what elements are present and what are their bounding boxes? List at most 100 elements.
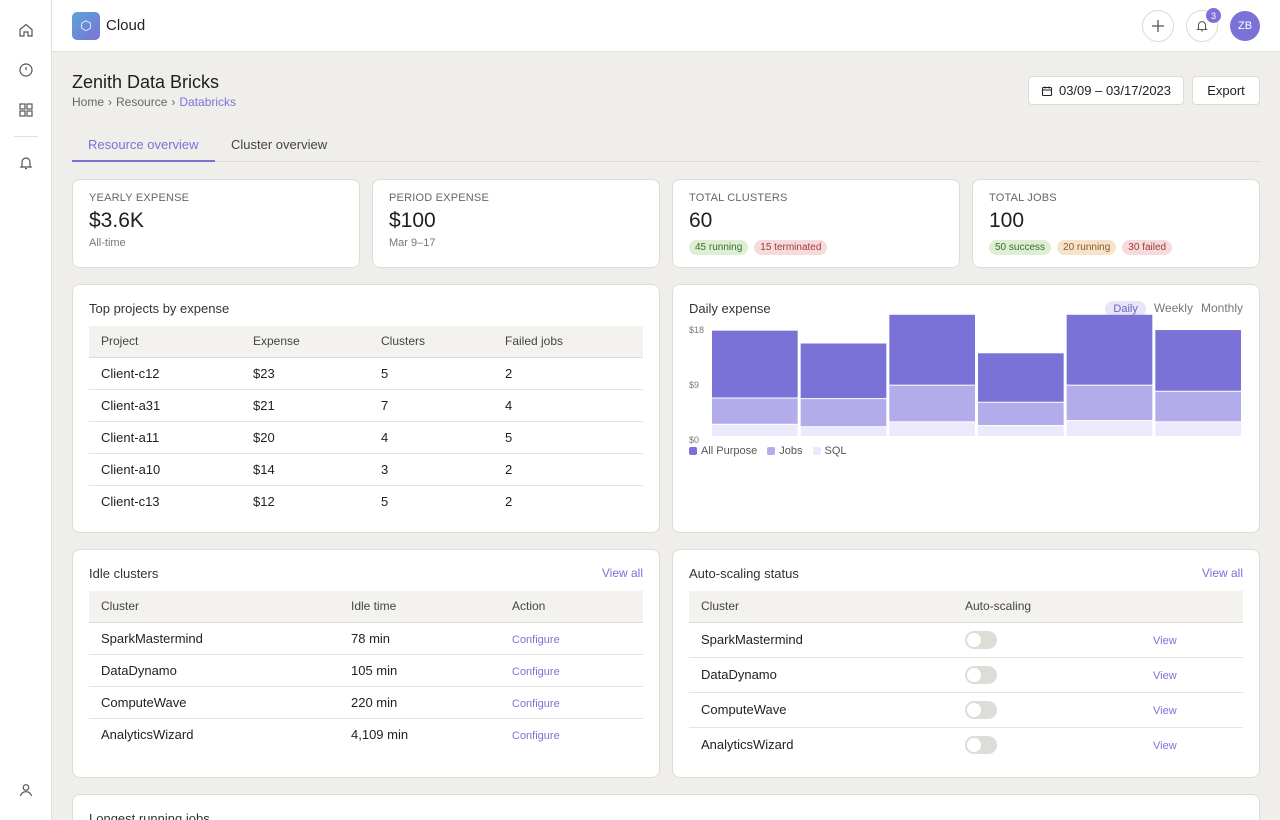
configure-link[interactable]: Configure (512, 665, 560, 678)
hexagon-icon[interactable]: ⬡ (72, 12, 100, 40)
autoscaling-toggle[interactable] (965, 665, 997, 684)
compass-icon[interactable] (12, 56, 40, 84)
table-row[interactable]: ComputeWave 220 min Configure (89, 686, 643, 719)
column-header[interactable]: Project (89, 326, 241, 358)
table-row[interactable]: SparkMastermind View (689, 622, 1243, 658)
view-link[interactable]: View (1153, 635, 1177, 647)
table-row[interactable]: Client-a31 $21 7 4 (89, 389, 643, 422)
column-header[interactable]: Cluster (89, 591, 339, 623)
tab-resource-overview[interactable]: Resource overview (72, 128, 215, 162)
bar-segment-all-purpose[interactable] (1155, 330, 1241, 391)
avatar[interactable]: ZB (1230, 11, 1260, 41)
card-title: Auto-scaling status (689, 566, 799, 581)
status-badge-terminated: 15 terminated (754, 240, 828, 255)
stat-label: Total jobs (989, 192, 1057, 204)
bar-segment-jobs[interactable] (800, 399, 887, 427)
bar-segment-all-purpose[interactable] (712, 330, 798, 398)
export-button[interactable]: Export (1192, 76, 1260, 105)
bar-segment-jobs[interactable] (712, 398, 798, 424)
table-row[interactable]: AnalyticsWizard View (689, 727, 1243, 762)
top-bar: ⬡ Cloud 3 ZB (52, 0, 1280, 52)
project-name: Client-a11 (89, 421, 241, 454)
table-row[interactable]: Client-a10 $14 3 2 (89, 453, 643, 486)
bar-segment-sql[interactable] (978, 426, 1064, 436)
breadcrumb-resource[interactable]: Resource (116, 95, 168, 109)
view-link[interactable]: View (1153, 670, 1177, 682)
view-link[interactable]: View (1153, 705, 1177, 717)
column-header[interactable]: Cluster (689, 591, 953, 623)
autoscaling-toggle[interactable] (965, 735, 997, 754)
bar-segment-sql[interactable] (889, 422, 975, 436)
breadcrumb-home[interactable]: Home (72, 95, 105, 109)
column-header[interactable]: Expense (241, 326, 369, 358)
stat-label: Total clusters (689, 192, 788, 204)
project-failed-jobs: 4 (493, 389, 643, 422)
bar-segment-jobs[interactable] (1066, 385, 1153, 421)
stat-label: Yearly expense (89, 192, 190, 204)
column-header[interactable]: Idle time (339, 591, 500, 623)
cluster-name: SparkMastermind (689, 622, 953, 658)
column-header[interactable]: Failed jobs (493, 326, 643, 358)
bar-segment-jobs[interactable] (889, 385, 975, 422)
view-all-link[interactable]: View all (601, 566, 643, 580)
stat-subtext: Mar 9–17 (389, 237, 436, 249)
idle-clusters-card: Idle clusters View all Cluster Idle time… (72, 549, 660, 778)
table-row[interactable]: Client-c13 $12 5 2 (89, 485, 643, 517)
legend-label: All Purpose (701, 445, 758, 457)
idle-time: 4,109 min (351, 726, 409, 742)
period-option-monthly[interactable]: Monthly (1200, 301, 1243, 315)
tab-cluster-overview[interactable]: Cluster overview (231, 137, 328, 152)
table-row[interactable]: ComputeWave View (689, 692, 1243, 728)
legend-swatch (689, 447, 697, 455)
left-rail (0, 0, 52, 820)
notifications-button[interactable]: 3 (1186, 8, 1221, 42)
table-row[interactable]: Client-a11 $20 4 5 (89, 421, 643, 454)
project-expense: $21 (241, 389, 369, 422)
date-range-button[interactable]: 03/09 – 03/17/2023 (1028, 76, 1184, 105)
autoscaling-toggle[interactable] (965, 700, 997, 719)
stat-label: Period expense (389, 192, 489, 204)
configure-link[interactable]: Configure (512, 697, 560, 710)
bar-segment-all-purpose[interactable] (1066, 314, 1153, 385)
date-range-label: 03/09 – 03/17/2023 (1058, 83, 1172, 98)
project-name: Client-c12 (89, 357, 241, 390)
bar-segment-sql[interactable] (800, 427, 887, 436)
user-icon[interactable] (12, 776, 40, 804)
breadcrumb-databricks[interactable]: Databricks (179, 95, 237, 109)
bar-segment-all-purpose[interactable] (978, 353, 1064, 402)
bar-segment-jobs[interactable] (1155, 391, 1241, 422)
table-row[interactable]: AnalyticsWizard 4,109 min Configure (89, 718, 643, 750)
home-icon[interactable] (12, 16, 40, 44)
configure-link[interactable]: Configure (512, 729, 560, 742)
column-header[interactable]: Auto-scaling (953, 591, 1141, 623)
table-row[interactable]: SparkMastermind 78 min Configure (89, 622, 643, 655)
period-option-daily[interactable]: Daily (1105, 301, 1146, 317)
grid-icon[interactable] (12, 96, 40, 124)
bar-segment-sql[interactable] (1155, 422, 1241, 436)
column-header[interactable]: Clusters (369, 326, 493, 358)
project-failed-jobs: 5 (493, 421, 643, 454)
column-header[interactable]: Action (500, 591, 643, 623)
view-all-link[interactable]: View all (1201, 566, 1243, 580)
bar-segment-all-purpose[interactable] (889, 314, 975, 385)
bar-segment-sql[interactable] (712, 424, 798, 436)
autoscaling-toggle[interactable] (965, 630, 997, 649)
legend-item: All Purpose (689, 445, 757, 457)
card-title: Idle clusters (89, 566, 159, 581)
add-button[interactable] (1142, 10, 1174, 42)
bar-segment-all-purpose[interactable] (800, 343, 887, 399)
status-badge-running: 45 running (689, 240, 749, 255)
table-row[interactable]: DataDynamo View (689, 657, 1243, 693)
view-link[interactable]: View (1153, 740, 1177, 753)
cluster-name: DataDynamo (689, 657, 953, 693)
bar-segment-sql[interactable] (1066, 421, 1153, 436)
bar-segment-jobs[interactable] (978, 402, 1064, 425)
period-option-weekly[interactable]: Weekly (1153, 301, 1193, 315)
breadcrumb-separator: › (171, 95, 176, 109)
table-row[interactable]: DataDynamo 105 min Configure (89, 654, 643, 687)
table-row[interactable]: Client-c12 $23 5 2 (89, 357, 643, 390)
configure-link[interactable]: Configure (512, 633, 560, 646)
card-title: Daily expense (689, 301, 771, 316)
idle-clusters-table: Cluster Idle time Action SparkMastermind… (89, 591, 643, 750)
bell-icon[interactable] (12, 149, 40, 177)
